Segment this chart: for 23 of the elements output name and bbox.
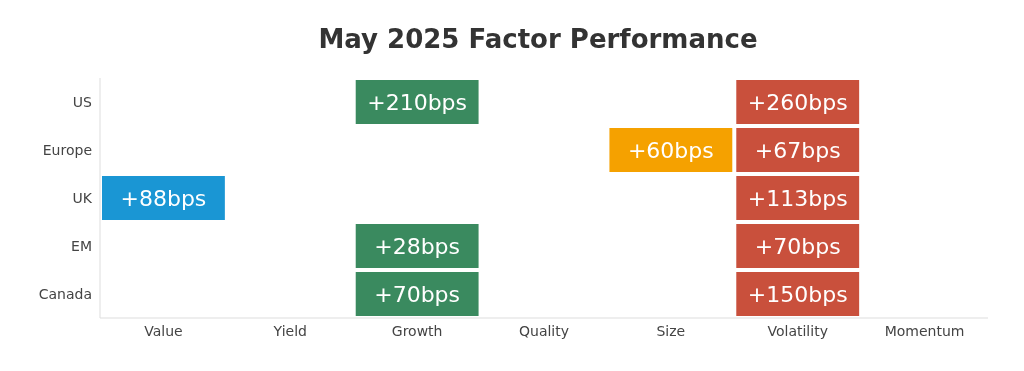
x-tick-label: Yield — [272, 322, 307, 339]
y-tick-label: Europe — [42, 141, 92, 158]
x-tick-label: Growth — [391, 322, 443, 339]
data-label: +28bps — [374, 233, 461, 259]
data-label: +67bps — [754, 137, 841, 163]
y-tick-label: EM — [71, 237, 92, 254]
data-label: +150bps — [747, 281, 848, 307]
x-tick-label: Size — [656, 322, 686, 339]
data-label: +70bps — [374, 281, 461, 307]
y-tick-label: UK — [72, 189, 93, 206]
data-label: +113bps — [747, 185, 848, 211]
chart-title: May 2025 Factor Performance — [317, 23, 759, 56]
x-tick-label: Momentum — [884, 322, 965, 339]
x-tick-label: Quality — [518, 322, 570, 339]
x-tick-label: Volatility — [767, 322, 828, 339]
data-label: +70bps — [754, 233, 841, 259]
data-label: +60bps — [627, 137, 714, 163]
y-tick-label: US — [72, 93, 93, 110]
x-tick-label: Value — [144, 322, 183, 339]
data-label: +210bps — [367, 89, 468, 115]
data-label: +88bps — [120, 185, 207, 211]
data-label: +260bps — [747, 89, 848, 115]
y-tick-label: Canada — [38, 285, 92, 302]
